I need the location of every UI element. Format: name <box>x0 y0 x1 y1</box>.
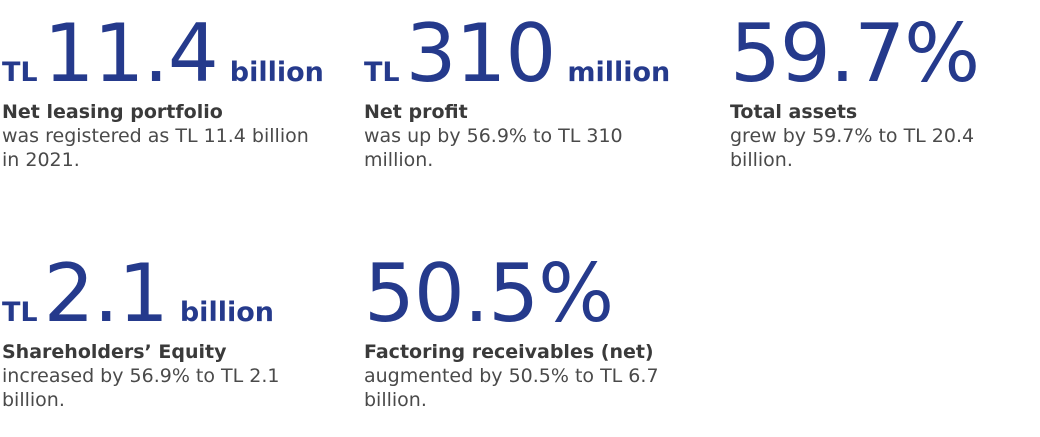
unit-suffix: million <box>567 57 671 88</box>
stat-factoring-receivables: 50.5% Factoring receivables (net) augmen… <box>364 248 694 412</box>
stat-title: Shareholders’ Equity <box>2 341 227 363</box>
stat-description: was registered as TL 11.4 billion in 202… <box>2 125 309 171</box>
stat-figure: 50.5% <box>364 248 694 340</box>
stat-number: 50.5% <box>364 247 614 340</box>
currency-prefix: TL <box>364 57 400 88</box>
currency-prefix: TL <box>2 57 38 88</box>
currency-prefix: TL <box>2 297 38 328</box>
stat-description: was up by 56.9% to TL 310 million. <box>364 125 623 171</box>
stat-title: Factoring receivables (net) <box>364 341 654 363</box>
stat-figure: TL 11.4 billion <box>2 8 332 100</box>
stat-shareholders-equity: TL 2.1 billion Shareholders’ Equity incr… <box>2 248 332 412</box>
stat-total-assets: 59.7% Total assets grew by 59.7% to TL 2… <box>730 8 1040 172</box>
stat-title: Net profit <box>364 101 468 123</box>
stat-title: Total assets <box>730 101 858 123</box>
stat-figure: TL 2.1 billion <box>2 248 332 340</box>
stat-net-leasing-portfolio: TL 11.4 billion Net leasing portfolio wa… <box>2 8 332 172</box>
stat-figure: TL 310 million <box>364 8 694 100</box>
stat-number: 11.4 <box>43 7 219 100</box>
stat-number: 59.7% <box>730 7 980 100</box>
unit-suffix: billion <box>229 57 324 88</box>
stat-number: 2.1 <box>43 247 169 340</box>
unit-suffix: billion <box>179 297 274 328</box>
stat-title: Net leasing portfolio <box>2 101 223 123</box>
stat-net-profit: TL 310 million Net profit was up by 56.9… <box>364 8 694 172</box>
stat-description: augmented by 50.5% to TL 6.7 billion. <box>364 365 659 411</box>
stat-description: increased by 56.9% to TL 2.1 billion. <box>2 365 280 411</box>
stat-number: 310 <box>405 7 557 100</box>
stat-figure: 59.7% <box>730 8 1040 100</box>
stat-description: grew by 59.7% to TL 20.4 billion. <box>730 125 975 171</box>
